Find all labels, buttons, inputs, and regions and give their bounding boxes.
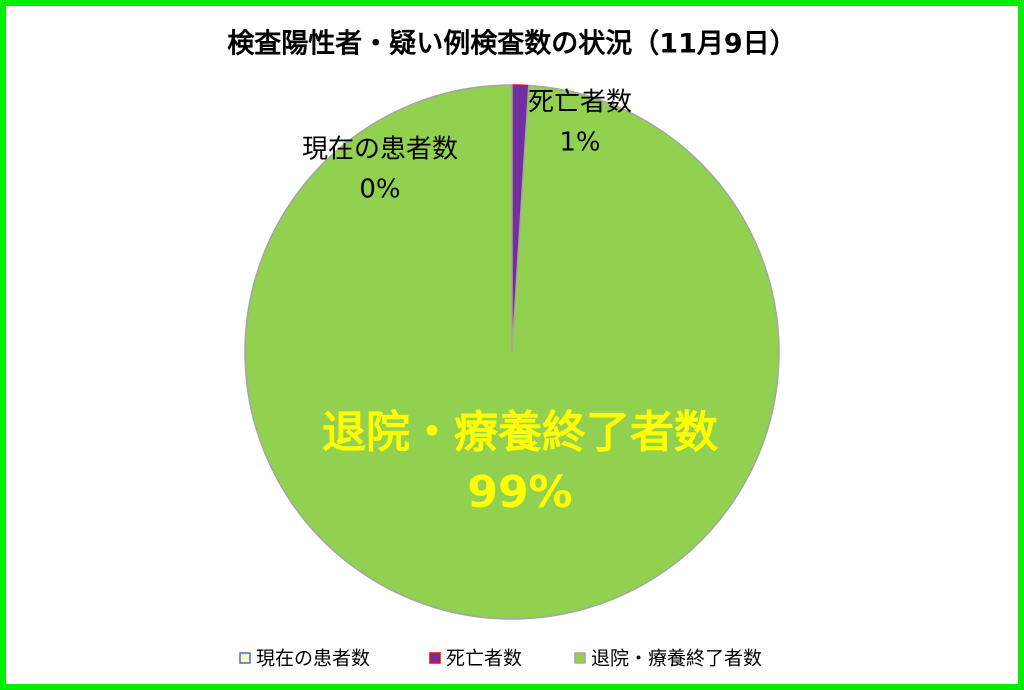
- legend-swatch: [429, 652, 441, 664]
- slice-label-name: 退院・療養終了者数: [322, 407, 718, 458]
- slice-label-value: 99%: [467, 467, 572, 518]
- legend-label: 現在の患者数: [256, 648, 370, 670]
- chart: 検査陽性者・疑い例検査数の状況（11月9日） 現在の患者数 0% 死亡者数 1% 退院・…: [227, 29, 796, 670]
- slice-label-value: 1%: [559, 128, 600, 158]
- slice-label-name: 死亡者数: [528, 88, 632, 118]
- chart-title: 検査陽性者・疑い例検査数の状況（11月9日）: [227, 29, 796, 60]
- legend-label: 死亡者数: [446, 648, 522, 670]
- slice-label-name: 現在の患者数: [302, 135, 458, 165]
- legend-swatch: [574, 652, 586, 664]
- legend-label: 退院・療養終了者数: [591, 648, 762, 670]
- pie-slice: [244, 84, 780, 620]
- slice-label-value: 0%: [359, 175, 400, 205]
- legend-swatch: [239, 652, 251, 664]
